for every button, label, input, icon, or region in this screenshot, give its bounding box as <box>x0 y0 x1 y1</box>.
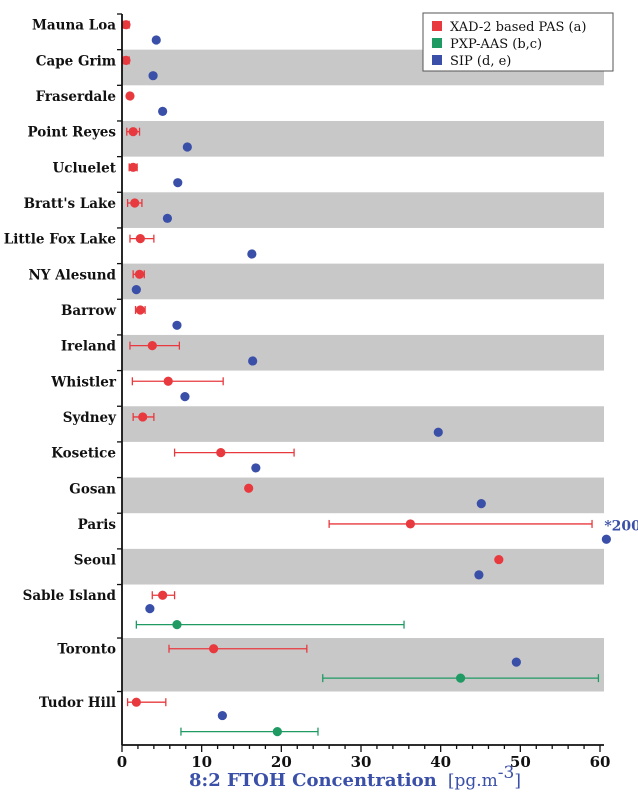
data-point <box>248 356 258 366</box>
data-point <box>131 697 141 707</box>
data-point <box>138 412 148 422</box>
data-point <box>405 519 415 529</box>
data-point <box>601 534 611 544</box>
site-label: Sydney <box>63 410 117 426</box>
x-tick-label: 50 <box>510 753 531 771</box>
row-bands <box>122 49 604 692</box>
site-label: Paris <box>78 517 117 533</box>
x-axis-label: 8:2 FTOH Concentration [pg.m-3] <box>189 763 521 791</box>
legend-swatch <box>432 21 442 31</box>
legend: XAD-2 based PAS (a) PXP-AAS (b,c) SIP (d, … <box>422 12 614 72</box>
row-band <box>122 406 604 442</box>
data-point <box>433 427 443 437</box>
data-point <box>474 570 484 580</box>
row-band <box>122 334 604 371</box>
row-band <box>122 638 604 692</box>
data-point <box>217 710 227 721</box>
data-point <box>172 620 182 630</box>
data-point <box>125 91 135 101</box>
site-label: Point Reyes <box>27 125 116 141</box>
row-band <box>122 120 604 157</box>
site-label: Toronto <box>57 642 116 658</box>
site-label: Cape Grim <box>36 53 116 69</box>
row-band <box>122 192 604 228</box>
site-label: NY Alesund <box>28 267 116 283</box>
site-label: Fraserdale <box>36 89 116 105</box>
row-band <box>122 477 604 514</box>
data-point <box>134 269 145 279</box>
data-point <box>158 106 168 116</box>
x-tick-label: 40 <box>430 753 451 771</box>
data-point <box>455 673 466 683</box>
row-band <box>122 548 604 585</box>
x-tick-label: 10 <box>191 753 212 771</box>
site-label: Sable Island <box>23 588 117 604</box>
x-axis-unit-sup: -3 <box>498 763 515 783</box>
site-label: Kosetice <box>51 446 116 462</box>
data-point <box>145 604 155 614</box>
legend-label: XAD-2 based PAS (a) <box>450 20 586 35</box>
site-labels: Mauna Loa Cape Grim Fraserdale Point Reyes U… <box>4 18 117 712</box>
data-point <box>163 376 173 386</box>
site-label: Ucluelet <box>53 160 117 176</box>
data-point <box>135 305 145 315</box>
data-point <box>147 341 157 351</box>
x-tick-label: 0 <box>117 753 127 771</box>
site-label: Little Fox Lake <box>4 232 116 248</box>
data-point <box>121 20 131 30</box>
data-points: *200 <box>121 20 638 737</box>
site-label: Gosan <box>69 481 116 497</box>
data-point <box>494 554 504 565</box>
legend-swatch <box>432 55 442 65</box>
site-label: Whistler <box>50 374 117 390</box>
site-label: Barrow <box>61 303 116 319</box>
data-point <box>511 657 521 667</box>
x-tick-label: 20 <box>271 753 292 771</box>
data-point <box>244 483 254 493</box>
legend-label: PXP-AAS (b,c) <box>450 37 542 52</box>
data-point <box>172 320 182 330</box>
x-tick-label: 60 <box>590 753 611 771</box>
legend-box <box>422 12 614 72</box>
site-label: Tudor Hill <box>39 695 116 711</box>
data-point <box>180 392 190 402</box>
data-point <box>158 590 168 600</box>
data-point <box>216 448 226 458</box>
point-annotation: *200 <box>604 518 638 534</box>
data-point <box>209 644 219 654</box>
site-label: Seoul <box>74 553 116 569</box>
data-point <box>476 498 486 509</box>
data-point <box>131 285 141 295</box>
axes <box>117 13 604 752</box>
data-point <box>130 198 140 208</box>
x-tick-label: 30 <box>351 753 372 771</box>
data-point <box>162 213 173 223</box>
data-point <box>247 249 257 259</box>
data-point <box>151 35 161 45</box>
x-axis-title: 8:2 FTOH Concentration <box>189 770 437 791</box>
data-point <box>251 463 261 473</box>
data-point <box>272 727 282 737</box>
site-label: Mauna Loa <box>32 18 116 34</box>
legend-label: SIP (d, e) <box>450 54 511 69</box>
data-point <box>135 234 145 244</box>
row-band <box>122 263 604 300</box>
data-point <box>128 162 138 172</box>
data-point <box>121 55 131 65</box>
site-label: Bratt's Lake <box>24 196 116 212</box>
x-axis-unit: [pg.m <box>448 771 498 791</box>
data-point <box>148 71 158 81</box>
data-point <box>128 127 138 137</box>
x-tick-labels: 0 10 20 30 40 50 60 <box>117 753 611 771</box>
data-point <box>173 178 183 188</box>
site-label: Ireland <box>61 339 117 355</box>
x-axis-unit-close: ] <box>514 771 521 791</box>
data-point <box>182 142 192 152</box>
legend-swatch <box>432 38 442 48</box>
